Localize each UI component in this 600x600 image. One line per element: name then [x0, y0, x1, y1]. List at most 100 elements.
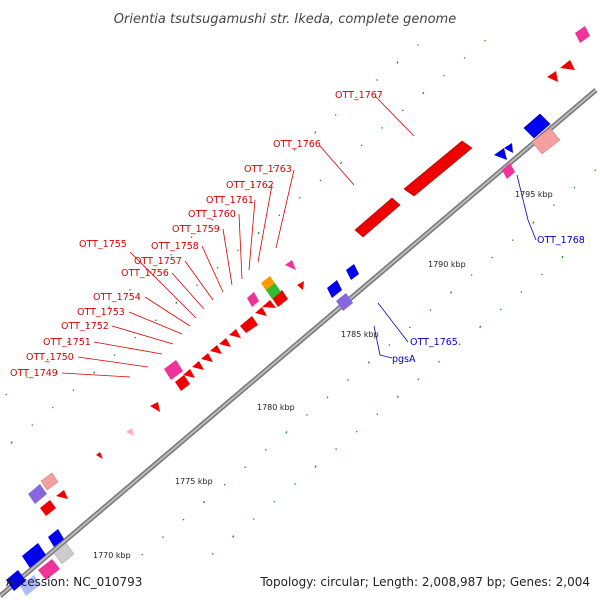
- gene-label: OTT_1756: [121, 268, 169, 279]
- track-dot: [196, 284, 198, 287]
- track-dot: [417, 44, 419, 46]
- gene-blue: [504, 143, 513, 153]
- track-dot: [443, 74, 445, 77]
- track-dot: [458, 343, 461, 346]
- gene-label: OTT_1766: [273, 139, 321, 150]
- leader-line: [374, 95, 415, 137]
- track-dot: [190, 236, 193, 239]
- track-dot: [582, 238, 584, 241]
- leader-line: [201, 245, 224, 293]
- gene-label: OTT_1753: [77, 307, 125, 318]
- track-dot: [252, 518, 255, 520]
- kbp-label: 1790 kbp: [428, 260, 466, 269]
- leader-line: [238, 213, 243, 280]
- gene-grey: [53, 542, 75, 565]
- gene-OTT_1760: [240, 316, 258, 333]
- track-dot: [347, 379, 350, 381]
- track-dot: [170, 253, 172, 256]
- track-dot: [438, 360, 440, 363]
- gene-blue: [48, 529, 64, 547]
- track-dot: [264, 448, 267, 451]
- track-dot: [252, 184, 255, 186]
- track-dot: [294, 483, 296, 485]
- kbp-label: 1795 kbp: [515, 190, 553, 199]
- track-dot: [203, 501, 206, 504]
- reverse-leader-lines: [373, 174, 537, 359]
- track-dot: [314, 131, 317, 134]
- track-dot: [520, 291, 523, 293]
- track-dot: [10, 441, 13, 444]
- track-dot: [479, 325, 482, 329]
- kbp-label: 1780 kbp: [257, 403, 295, 412]
- track-dot: [141, 553, 144, 556]
- track-dot: [319, 179, 322, 182]
- gene-OTT_1766: [354, 197, 401, 238]
- gene-pink: [164, 360, 183, 380]
- track-dot: [244, 466, 247, 469]
- track-dot: [273, 166, 275, 169]
- track-dot: [326, 396, 329, 399]
- kbp-label: 1775 kbp: [175, 477, 213, 486]
- gene-label: OTT_1757: [134, 256, 182, 267]
- gene-forward: [297, 281, 304, 290]
- track-dot: [182, 518, 185, 521]
- track-dot: [211, 218, 214, 221]
- track-dot: [511, 239, 514, 241]
- gene-blue: [494, 148, 507, 160]
- leader-line: [257, 184, 273, 263]
- track-dot: [553, 204, 555, 206]
- gene-forward: [56, 490, 68, 499]
- track-dots: [5, 39, 597, 556]
- gene-blue: [346, 264, 359, 280]
- gene-label: OTT_1768: [537, 235, 585, 246]
- track-dot: [594, 169, 597, 172]
- gene-blue: [523, 113, 551, 139]
- gene-label: OTT_1754: [93, 292, 141, 303]
- kbp-label: 1785 kbp: [341, 330, 379, 339]
- track-dot: [561, 255, 564, 259]
- track-dot: [376, 79, 378, 81]
- leader-line: [171, 272, 205, 310]
- leader-line: [77, 356, 149, 368]
- gene-pink: [575, 26, 590, 43]
- gene-orange: [261, 276, 276, 292]
- track-dot: [216, 266, 219, 269]
- gene-green: [266, 283, 281, 299]
- leader-line: [319, 145, 355, 186]
- accession-text: Accession: NC_010793: [6, 575, 142, 589]
- gene-blue: [6, 570, 26, 591]
- gene-OTT_1759: [229, 329, 241, 338]
- gene-labels: OTT_1749 OTT_1750 OTT_1751 OTT_1752 OTT_…: [10, 90, 585, 379]
- gene-label: OTT_1751: [43, 337, 91, 348]
- track-dot: [31, 424, 34, 426]
- gene-forward: [150, 402, 160, 412]
- gene-label: OTT_1762: [226, 180, 274, 191]
- forward-genes: [28, 26, 590, 516]
- gene-salmon: [40, 472, 59, 491]
- gene-light-blue: [20, 575, 40, 596]
- gene-violet: [28, 484, 47, 504]
- track-dot: [367, 361, 370, 364]
- gene-OTT_1763: [272, 290, 288, 307]
- leader-line: [128, 311, 183, 335]
- gene-label: OTT_1760: [188, 209, 236, 220]
- map-title: Orientia tsutsugamushi str. Ikeda, compl…: [114, 12, 456, 27]
- track-dot: [422, 91, 425, 95]
- track-dot: [154, 319, 157, 322]
- gene-OTT_1758: [219, 338, 231, 347]
- gene-forward: [547, 71, 558, 82]
- track-dot: [388, 344, 391, 346]
- track-dot: [278, 214, 281, 217]
- track-dot: [108, 306, 111, 308]
- leader-line: [184, 260, 214, 301]
- track-dot: [134, 336, 137, 339]
- track-dot: [314, 465, 317, 468]
- track-dot: [491, 256, 494, 259]
- track-dot: [355, 96, 358, 99]
- leader-line: [129, 251, 197, 319]
- gene-label: OTT_1752: [61, 321, 109, 332]
- track-dot: [223, 483, 226, 486]
- gene-label: OTT_1765: [410, 337, 458, 348]
